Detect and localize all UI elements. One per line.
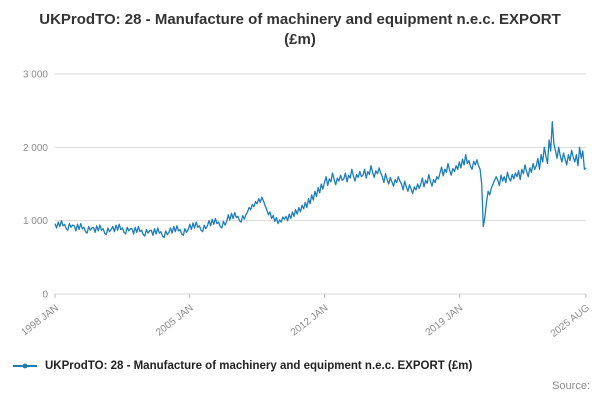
x-tick-label: 2019 JAN [424, 303, 465, 339]
y-tick-label: 1 000 [23, 216, 48, 227]
plot-area-wrap: 0 1 000 2 000 3 000 1998 JAN 2005 JAN 2012 JAN… [0, 56, 600, 357]
legend-line-marker-icon [13, 363, 37, 369]
chart-title: UKProdTO: 28 - Manufacture of machinery … [39, 11, 561, 49]
y-tick-label: 2 000 [23, 143, 48, 154]
legend-label: UKProdTO: 28 - Manufacture of machinery … [45, 360, 473, 372]
x-tick-label: 2025 AUG [549, 303, 592, 340]
x-tick-label: 1998 JAN [19, 303, 60, 339]
line-chart: 0 1 000 2 000 3 000 1998 JAN 2005 JAN 2012 JAN… [19, 70, 592, 340]
legend: UKProdTO: 28 - Manufacture of machinery … [12, 360, 472, 372]
y-tick-label: 0 [42, 290, 48, 301]
series-line [54, 121, 587, 239]
source-label: Source: [552, 380, 590, 392]
x-tick-label: 2012 JAN [289, 303, 330, 339]
legend-dot-icon [22, 363, 28, 369]
y-tick-label: 3 000 [23, 70, 48, 81]
x-tick-label: 2005 JAN [154, 303, 195, 339]
